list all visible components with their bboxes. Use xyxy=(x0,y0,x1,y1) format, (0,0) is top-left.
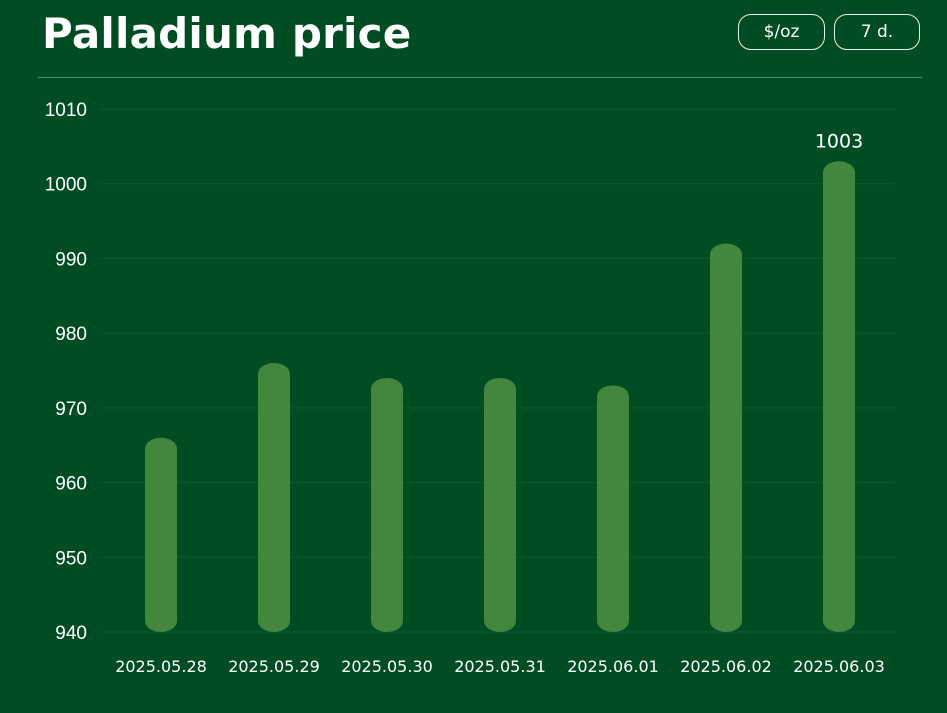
page-title: Palladium price xyxy=(42,9,412,58)
y-tick-label: 990 xyxy=(55,249,87,270)
x-tick-label: 2025.05.28 xyxy=(115,657,207,676)
y-axis-ticks: 940 950 960 970 980 990 1000 1010 xyxy=(45,100,87,644)
x-tick-label: 2025.06.01 xyxy=(567,657,659,676)
bar-2025.06.03[interactable] xyxy=(823,161,855,633)
unit-selector-button[interactable]: $/oz xyxy=(738,14,825,50)
bars xyxy=(145,161,855,633)
y-tick-label: 1010 xyxy=(45,100,87,121)
bar-2025.05.30[interactable] xyxy=(371,377,403,632)
header-divider xyxy=(38,77,922,78)
y-tick-label: 980 xyxy=(55,324,87,345)
x-tick-label: 2025.06.02 xyxy=(680,657,772,676)
bar-2025.05.29[interactable] xyxy=(258,363,290,632)
bar-2025.05.28[interactable] xyxy=(145,437,177,632)
bar-2025.06.02[interactable] xyxy=(710,243,742,632)
data-label: 1003 xyxy=(815,130,863,152)
y-tick-label: 940 xyxy=(55,623,87,644)
y-tick-label: 960 xyxy=(55,474,87,495)
y-tick-label: 1000 xyxy=(45,175,87,196)
x-tick-label: 2025.05.30 xyxy=(341,657,433,676)
time-range-button[interactable]: 7 d. xyxy=(834,14,920,50)
x-tick-label: 2025.06.03 xyxy=(793,657,885,676)
y-tick-label: 970 xyxy=(55,399,87,420)
data-labels: 1003 xyxy=(815,130,863,152)
x-axis-ticks: 2025.05.28 2025.05.29 2025.05.30 2025.05.31… xyxy=(115,657,885,676)
y-tick-label: 950 xyxy=(55,548,87,569)
bar-2025.05.31[interactable] xyxy=(484,377,516,632)
x-tick-label: 2025.05.29 xyxy=(228,657,320,676)
x-tick-label: 2025.05.31 xyxy=(454,657,546,676)
bar-2025.06.01[interactable] xyxy=(597,385,629,632)
